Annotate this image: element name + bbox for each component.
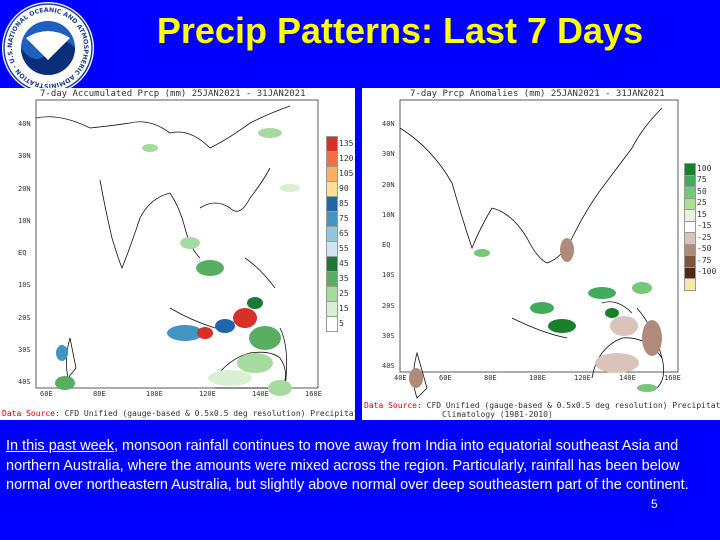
- right-source-label: Data Source:: [364, 401, 422, 410]
- lat-label: 10S: [18, 281, 31, 290]
- legend-swatch: [326, 301, 338, 317]
- left-source-label: Data Source:: [2, 409, 60, 418]
- legend-swatch: [326, 241, 338, 257]
- noaa-logo-svg: NATIONAL OCEANIC AND ATMOSPHERIC ADMINIS…: [0, 0, 93, 93]
- lat-label: 30S: [18, 345, 31, 354]
- lon-label: 80E: [93, 390, 106, 398]
- lat-label: 20S: [382, 301, 395, 310]
- lat-label: 10S: [382, 271, 395, 280]
- caption-lead: In this past week,: [6, 438, 119, 454]
- legend-swatch: [684, 278, 696, 291]
- lat-label: EQ: [18, 249, 27, 257]
- legend-swatch: [326, 211, 338, 227]
- lat-label: 20N: [382, 180, 395, 189]
- lon-label: 100E: [529, 374, 546, 382]
- precip-anomaly-map-panel: 7-day Prcp Anomalies (mm) 25JAN2021 - 31…: [362, 88, 720, 420]
- legend-swatch: [326, 286, 338, 302]
- right-source-climatology: Climatology (1981-2010): [442, 410, 553, 419]
- legend-label: 25: [339, 288, 349, 298]
- lon-label: 160E: [305, 390, 322, 398]
- legend-swatch: [326, 316, 338, 332]
- legend-label: 25: [697, 198, 707, 208]
- right-map-title: 7-day Prcp Anomalies (mm) 25JAN2021 - 31…: [410, 89, 665, 99]
- legend-label: 5: [339, 318, 344, 328]
- legend-label: 45: [339, 258, 349, 268]
- lat-label: 40N: [18, 120, 31, 128]
- left-source-text: CFD Unified (gauge-based & 0.5x0.5 deg r…: [64, 409, 355, 418]
- lon-label: 120E: [199, 390, 216, 398]
- legend-label: 15: [697, 209, 707, 219]
- left-precip-areas: [55, 128, 300, 396]
- right-source-text: CFD Unified (gauge-based & 0.5x0.5 deg r…: [426, 401, 720, 410]
- legend-label: 35: [339, 273, 349, 283]
- legend-label: 100: [697, 163, 712, 173]
- legend-label: 50: [697, 186, 707, 196]
- lon-label: 120E: [574, 374, 591, 382]
- legend-label: 85: [339, 198, 349, 208]
- legend-label: -15: [697, 221, 712, 231]
- legend-swatch: [326, 196, 338, 212]
- legend-label: -75: [697, 255, 712, 265]
- caption-body: monsoon rainfall continues to move away …: [6, 438, 689, 493]
- legend-swatch: [326, 226, 338, 242]
- lon-label: 140E: [252, 390, 269, 398]
- legend-label: 15: [339, 303, 349, 313]
- lon-label: 60E: [40, 390, 53, 398]
- accumulated-precip-map-panel: 7-day Accumulated Prcp (mm) 25JAN2021 - …: [0, 88, 355, 420]
- legend-swatch: [326, 136, 338, 152]
- legend-label: 75: [339, 213, 349, 223]
- lon-label: 40E: [394, 374, 407, 382]
- lat-label: 30S: [382, 331, 395, 340]
- legend-label: 135: [339, 138, 354, 148]
- lon-label: 60E: [439, 374, 452, 382]
- lat-label: 40S: [382, 362, 395, 370]
- lat-label: 40S: [18, 378, 31, 386]
- lon-label: 100E: [146, 390, 163, 398]
- legend-label: 120: [339, 153, 354, 163]
- lat-label: 30N: [382, 150, 395, 159]
- legend-label: 55: [339, 243, 349, 253]
- legend-label: -100: [697, 267, 717, 277]
- lat-label: 10N: [382, 210, 395, 219]
- logo-center-text: NOAA: [32, 33, 64, 45]
- legend-label: 105: [339, 168, 354, 178]
- legend-label: -25: [697, 232, 712, 242]
- legend-swatch: [326, 151, 338, 167]
- lon-label: 160E: [664, 374, 681, 382]
- legend-swatch: [326, 166, 338, 182]
- lat-label: 30N: [18, 152, 31, 161]
- right-source: Data Source: CFD Unified (gauge-based & …: [364, 401, 720, 410]
- lat-label: 10N: [18, 216, 31, 225]
- legend-swatch: [326, 256, 338, 272]
- lat-label: 40N: [382, 120, 395, 128]
- legend-label: 75: [697, 175, 707, 185]
- lon-label: 80E: [484, 374, 497, 382]
- legend-label: 90: [339, 183, 349, 193]
- lat-label: 20N: [18, 184, 31, 193]
- caption-text: In this past week, monsoon rainfall cont…: [6, 437, 706, 496]
- noaa-logo-icon: NATIONAL OCEANIC AND ATMOSPHERIC ADMINIS…: [0, 0, 94, 94]
- left-source: Data Source: CFD Unified (gauge-based & …: [2, 409, 355, 418]
- lon-label: 140E: [619, 374, 636, 382]
- legend-swatch: [326, 181, 338, 197]
- legend-swatch: [326, 271, 338, 287]
- left-map-title: 7-day Accumulated Prcp (mm) 25JAN2021 - …: [40, 89, 306, 99]
- right-map-svg: [399, 99, 679, 399]
- left-map-svg: [35, 99, 319, 396]
- lat-label: 20S: [18, 313, 31, 322]
- right-anomaly-areas: [409, 238, 662, 392]
- legend-label: -50: [697, 244, 712, 254]
- left-coastlines: [35, 105, 291, 389]
- legend-label: 65: [339, 228, 349, 238]
- page-title: Precip Patterns: Last 7 Days: [156, 10, 644, 51]
- page-number: 5: [651, 497, 658, 511]
- lat-label: EQ: [382, 241, 391, 249]
